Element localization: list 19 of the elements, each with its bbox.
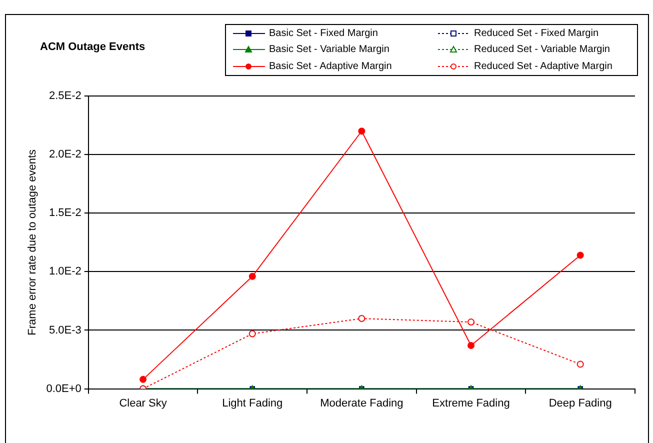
y-tick-label: 2.5E-2	[48, 90, 82, 102]
x-tick-label: Deep Fading	[548, 397, 612, 410]
y-axis-title: Frame error rate due to outage events	[26, 148, 39, 336]
y-tick-label: 2.0E-2	[48, 148, 82, 161]
legend-label: Basic Set - Fixed Margin	[269, 28, 378, 39]
legend-label: Basic Set - Variable Margin	[269, 44, 390, 56]
x-tick-label: Light Fading	[222, 397, 283, 410]
chart-title: ACM Outage Events	[40, 41, 146, 53]
y-tick-label: 0.0E+0	[46, 382, 82, 395]
x-tick-label: Clear Sky	[119, 397, 168, 410]
legend-label: Reduced Set - Variable Margin	[474, 44, 610, 56]
legend-label: Basic Set - Adaptive Margin	[269, 61, 392, 72]
x-tick-label: Moderate Fading	[320, 397, 404, 410]
y-tick-label: 5.0E-3	[48, 324, 82, 336]
y-tick-label: 1.5E-2	[48, 207, 82, 220]
legend-label: Reduced Set - Fixed Margin	[474, 28, 599, 39]
x-tick-label: Extreme Fading	[432, 397, 510, 410]
y-tick-label: 1.0E-2	[48, 266, 82, 278]
legend-label: Reduced Set - Adaptive Margin	[474, 61, 612, 72]
